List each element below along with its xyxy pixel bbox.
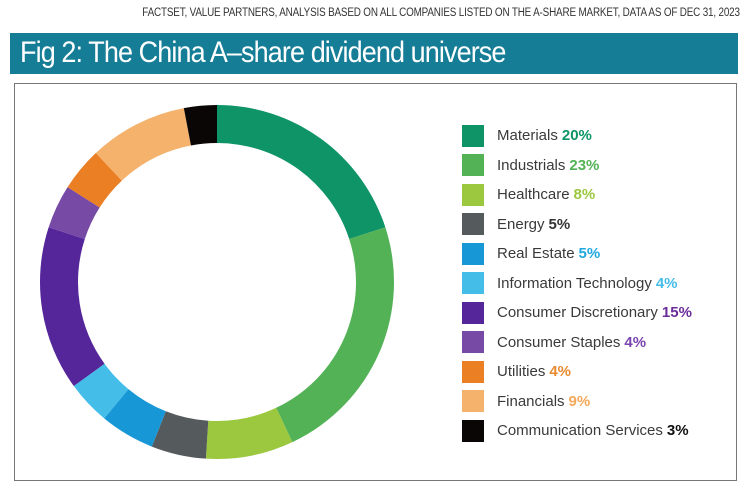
donut-slice-utilities	[67, 152, 122, 208]
legend-category: Consumer Discretionary	[497, 304, 658, 322]
legend-item: Industrials 23%	[462, 151, 692, 181]
title-bar: Fig 2: The China A–share dividend univer…	[10, 33, 738, 74]
legend-percent: 8%	[573, 186, 596, 204]
legend-percent: 20%	[561, 127, 592, 145]
donut-slice-consumer-staples	[48, 187, 100, 240]
legend-percent: 3%	[666, 422, 689, 440]
legend-category: Utilities	[497, 363, 546, 381]
chart-title: Fig 2: The China A–share dividend univer…	[20, 36, 506, 69]
legend-swatch	[462, 242, 484, 265]
legend-item: Consumer Staples 4%	[462, 328, 692, 358]
legend-item: Materials 20%	[462, 121, 692, 151]
legend-label: Financials 9%	[497, 393, 590, 410]
legend-percent: 23%	[569, 156, 600, 174]
donut-slice-energy	[151, 411, 209, 459]
legend-percent: 4%	[624, 333, 647, 351]
legend-category: Financials	[497, 392, 565, 410]
legend-item: Consumer Discretionary 15%	[462, 298, 692, 328]
legend-category: Information Technology	[497, 274, 652, 292]
legend-percent: 5%	[578, 245, 601, 263]
donut-slice-financials	[95, 108, 191, 181]
legend-swatch	[462, 183, 484, 206]
legend-label: Communication Services 3%	[497, 422, 689, 439]
legend-percent: 4%	[549, 363, 572, 381]
legend-swatch	[462, 419, 484, 442]
legend-swatch	[462, 331, 484, 354]
legend-item: Utilities 4%	[462, 357, 692, 387]
legend-swatch	[462, 213, 484, 236]
legend-category: Energy	[497, 215, 545, 233]
legend-category: Communication Services	[497, 422, 663, 440]
legend-category: Consumer Staples	[497, 333, 621, 351]
legend-category: Industrials	[497, 156, 566, 174]
legend-label: Consumer Discretionary 15%	[497, 304, 692, 321]
legend-label: Consumer Staples 4%	[497, 334, 646, 351]
legend-percent: 5%	[548, 215, 571, 233]
legend-swatch	[462, 154, 484, 177]
legend-label: Real Estate 5%	[497, 245, 600, 262]
legend-item: Energy 5%	[462, 210, 692, 240]
legend-label: Energy 5%	[497, 216, 570, 233]
legend-swatch	[462, 390, 484, 413]
legend-swatch	[462, 272, 484, 295]
legend-item: Real Estate 5%	[462, 239, 692, 269]
legend-percent: 15%	[661, 304, 692, 322]
legend-swatch	[462, 360, 484, 383]
chart-frame	[14, 83, 737, 481]
legend-item: Information Technology 4%	[462, 269, 692, 299]
donut-slice-healthcare	[205, 407, 293, 460]
donut-slice-information-technology	[73, 363, 129, 419]
legend-category: Real Estate	[497, 245, 575, 263]
legend-category: Healthcare	[497, 186, 570, 204]
legend-item: Financials 9%	[462, 387, 692, 417]
legend-label: Information Technology 4%	[497, 275, 678, 292]
legend-percent: 4%	[655, 274, 678, 292]
legend-item: Healthcare 8%	[462, 180, 692, 210]
legend-item: Communication Services 3%	[462, 416, 692, 446]
source-note: FACTSET, VALUE PARTNERS, ANALYSIS BASED …	[142, 7, 740, 19]
legend-label: Industrials 23%	[497, 157, 599, 174]
donut-slice-consumer-discretionary	[39, 227, 105, 387]
legend-category: Materials	[497, 127, 558, 145]
legend: Materials 20% Industrials 23% Healthcare 8% En…	[462, 121, 692, 446]
donut-slice-communication-services	[183, 105, 217, 146]
legend-swatch	[462, 301, 484, 324]
legend-label: Utilities 4%	[497, 363, 571, 380]
legend-label: Healthcare 8%	[497, 186, 595, 203]
legend-swatch	[462, 124, 484, 147]
donut-slice-materials	[217, 105, 386, 240]
legend-label: Materials 20%	[497, 127, 592, 144]
donut-slice-real-estate	[104, 389, 166, 447]
donut-slice-industrials	[276, 227, 394, 443]
legend-percent: 9%	[568, 392, 591, 410]
